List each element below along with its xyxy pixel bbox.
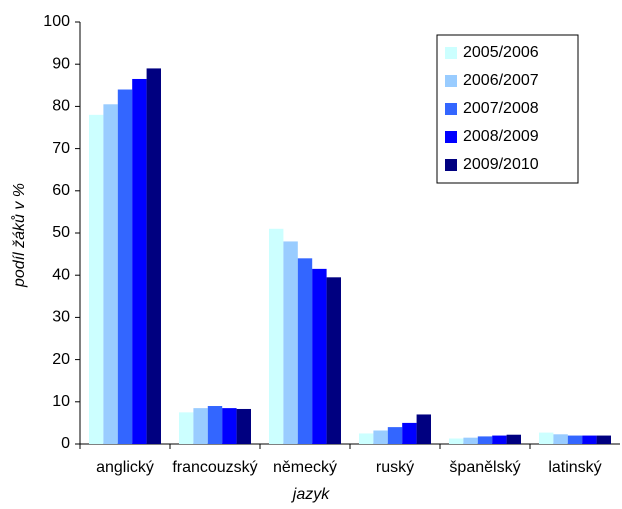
bar bbox=[539, 432, 554, 444]
legend-swatch bbox=[445, 131, 457, 143]
bar bbox=[506, 434, 521, 444]
bar bbox=[463, 437, 478, 444]
x-tick-label: ruský bbox=[376, 459, 414, 476]
bar bbox=[236, 408, 251, 444]
bar bbox=[117, 89, 133, 445]
bar bbox=[359, 433, 374, 444]
x-tick-label: latinský bbox=[548, 459, 601, 476]
legend-swatch bbox=[445, 75, 457, 87]
y-tick-label: 70 bbox=[52, 140, 70, 157]
bar bbox=[596, 435, 611, 444]
bar bbox=[283, 241, 298, 444]
y-tick-label: 80 bbox=[52, 98, 70, 115]
y-axis-label: podíl žáků v % bbox=[10, 183, 28, 288]
bar bbox=[387, 427, 403, 444]
y-tick-label: 100 bbox=[43, 13, 70, 30]
bar bbox=[416, 414, 431, 444]
bar bbox=[193, 408, 208, 444]
legend-swatch bbox=[445, 159, 457, 171]
bar bbox=[492, 435, 507, 444]
y-tick-label: 20 bbox=[52, 351, 70, 368]
legend-swatch bbox=[445, 47, 457, 59]
bar bbox=[269, 228, 284, 444]
legend-swatch bbox=[445, 103, 457, 115]
x-tick-label: německý bbox=[273, 459, 337, 476]
bar bbox=[326, 277, 341, 444]
bar bbox=[146, 68, 161, 445]
bar bbox=[402, 422, 417, 444]
legend-label: 2008/2009 bbox=[463, 128, 539, 145]
bar bbox=[297, 258, 313, 444]
legend-label: 2007/2008 bbox=[463, 100, 539, 117]
x-tick-label: anglický bbox=[96, 459, 154, 476]
bar bbox=[312, 268, 327, 444]
legend-box bbox=[436, 34, 579, 184]
legend-label: 2006/2007 bbox=[463, 72, 539, 89]
y-tick-label: 30 bbox=[52, 309, 70, 326]
x-tick-label: francouzský bbox=[172, 459, 257, 476]
legend-label: 2005/2006 bbox=[463, 44, 539, 61]
bar bbox=[553, 434, 568, 444]
x-tick-label: španělský bbox=[449, 459, 520, 476]
y-tick-label: 50 bbox=[52, 224, 70, 241]
bar bbox=[132, 78, 147, 444]
bar bbox=[89, 114, 104, 444]
bar bbox=[207, 406, 223, 444]
legend-label: 2009/2010 bbox=[463, 156, 539, 173]
bar bbox=[477, 436, 493, 444]
y-tick-label: 10 bbox=[52, 393, 70, 410]
bar bbox=[179, 412, 194, 444]
bar bbox=[103, 104, 118, 444]
y-tick-label: 60 bbox=[52, 182, 70, 199]
x-axis-label: jazyk bbox=[291, 486, 330, 503]
bar bbox=[373, 430, 388, 444]
y-tick-label: 0 bbox=[61, 435, 70, 452]
bar bbox=[449, 438, 464, 444]
bar bbox=[567, 435, 583, 444]
y-tick-label: 40 bbox=[52, 266, 70, 283]
bar bbox=[222, 408, 237, 444]
bar bbox=[582, 435, 597, 444]
y-tick-label: 90 bbox=[52, 55, 70, 72]
